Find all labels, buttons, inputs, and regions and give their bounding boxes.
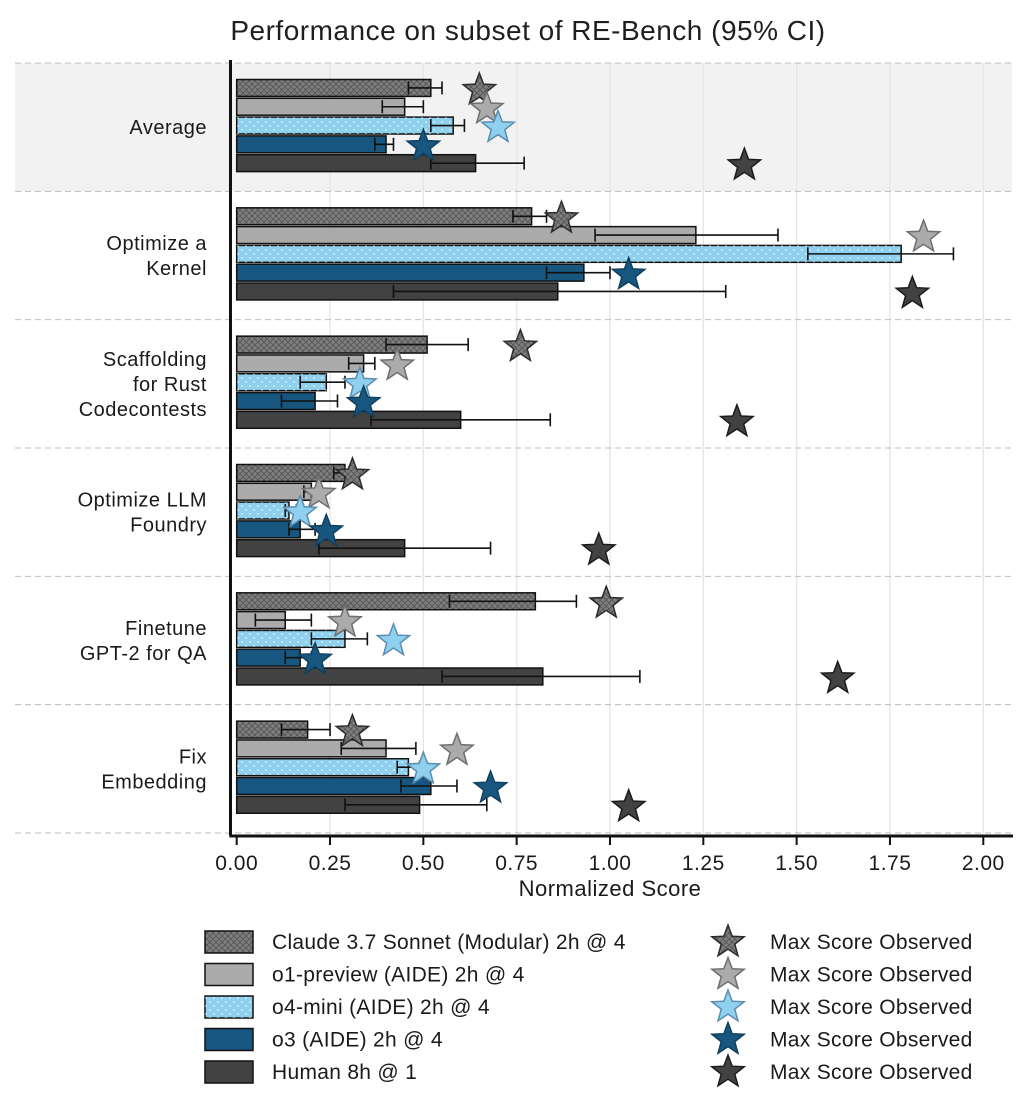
legend-star-hatch xyxy=(711,925,745,956)
x-tick-label: 0.00 xyxy=(215,852,258,875)
max-score-star xyxy=(281,493,319,529)
category-label: Optimize a xyxy=(106,233,207,255)
category-label: Foundry xyxy=(130,515,207,537)
chart-title: Performance on subset of RE-Bench (95% C… xyxy=(230,15,825,46)
legend-swatch xyxy=(204,1027,254,1052)
max-score-star xyxy=(610,787,647,823)
max-score-star xyxy=(341,365,379,400)
bar-hatch xyxy=(236,464,345,482)
max-score-star-hatch xyxy=(545,201,578,233)
max-score-star xyxy=(296,640,334,676)
category-label: Average xyxy=(129,117,207,139)
legend-series-label: o3 (AIDE) 2h @ 4 xyxy=(272,1029,443,1052)
x-tick-label: 2.00 xyxy=(962,852,1005,875)
legend-max-score-label: Max Score Observed xyxy=(770,931,973,954)
chart-axes-layer: 0.00 0.25 0.50 0.75 1.00 1.25 1.50 1.75 2.00 Aver… xyxy=(78,60,1013,875)
max-score-star-hatch xyxy=(590,586,623,618)
max-score-star xyxy=(375,621,412,657)
max-score-star xyxy=(472,768,509,804)
x-tick-label: 0.75 xyxy=(495,852,538,875)
legend-swatch-hatch xyxy=(205,996,253,1018)
legend-series-label: Human 8h @ 1 xyxy=(272,1061,417,1084)
bar-hatch xyxy=(236,721,308,739)
max-score-star xyxy=(300,474,338,510)
bar-hatch xyxy=(236,630,345,648)
max-score-star xyxy=(405,750,442,785)
bar-hatch xyxy=(236,592,536,610)
legend-swatch xyxy=(204,1060,254,1084)
bar-hatch xyxy=(236,336,428,354)
category-label: for Rust xyxy=(133,374,207,396)
category-label: GPT-2 for QA xyxy=(80,643,207,665)
x-tick-label: 1.00 xyxy=(589,852,632,875)
legend-star xyxy=(709,955,747,990)
legend-series-label: o4-mini (AIDE) 2h @ 4 xyxy=(272,996,490,1019)
x-tick-label: 1.50 xyxy=(775,852,818,875)
legend-star xyxy=(709,1052,747,1088)
bar-hatch xyxy=(236,79,431,97)
category-label: Codecontests xyxy=(79,399,207,421)
max-score-star xyxy=(894,274,931,309)
bar-hatch xyxy=(236,207,532,225)
x-tick-label: 1.25 xyxy=(682,852,725,875)
max-score-star xyxy=(308,512,345,547)
bar-hatch xyxy=(236,502,289,519)
max-score-star xyxy=(345,383,382,419)
legend-max-score-label: Max Score Observed xyxy=(770,1061,973,1084)
bar xyxy=(235,354,365,373)
x-tick-label: 0.25 xyxy=(309,852,352,875)
max-score-star xyxy=(726,146,763,181)
x-tick-label: 1.75 xyxy=(869,852,912,875)
chart-background-layer xyxy=(15,62,1012,834)
max-score-star xyxy=(610,255,647,291)
max-score-star xyxy=(905,217,942,253)
bar xyxy=(235,135,387,154)
category-label: Kernel xyxy=(146,258,207,280)
chart-max-markers-layer xyxy=(281,70,942,823)
category-label: Embedding xyxy=(101,771,207,793)
legend-swatch-hatch xyxy=(205,931,253,953)
category-label: Optimize LLM xyxy=(78,490,207,512)
chart-bars-layer xyxy=(235,78,955,814)
max-score-star xyxy=(819,659,856,694)
legend-star xyxy=(709,1020,747,1055)
max-score-star xyxy=(438,731,476,766)
legend-max-score-label: Max Score Observed xyxy=(770,964,973,987)
max-score-star xyxy=(580,531,618,566)
legend-star xyxy=(709,987,747,1023)
legend-series-label: Claude 3.7 Sonnet (Modular) 2h @ 4 xyxy=(272,931,626,954)
category-label: Fix xyxy=(179,746,207,768)
bar-hatch xyxy=(236,245,902,263)
bar-hatch xyxy=(236,758,409,776)
legend-series-label: o1-preview (AIDE) 2h @ 4 xyxy=(272,964,525,987)
max-score-star xyxy=(405,127,442,162)
x-axis-label: Normalized Score xyxy=(519,876,702,901)
x-tick-label: 0.50 xyxy=(402,852,445,875)
bar-hatch xyxy=(236,117,454,134)
max-score-star-hatch xyxy=(504,329,537,361)
category-label: Finetune xyxy=(125,618,207,640)
max-score-star xyxy=(468,89,506,125)
legend-swatch xyxy=(204,962,254,987)
highlight-band xyxy=(15,63,1012,192)
max-score-star xyxy=(326,602,364,638)
max-score-star xyxy=(718,402,756,438)
bar xyxy=(235,97,406,116)
legend-max-score-label: Max Score Observed xyxy=(770,1029,973,1052)
chart-legend: Claude 3.7 Sonnet (Modular) 2h @ 4 Max Sc… xyxy=(204,922,973,1088)
category-label: Scaffolding xyxy=(103,349,207,371)
bar-hatch xyxy=(236,373,327,391)
max-score-star-hatch xyxy=(336,457,369,489)
max-score-star-hatch xyxy=(463,72,496,104)
legend-max-score-label: Max Score Observed xyxy=(770,996,973,1019)
max-score-star xyxy=(379,346,416,381)
bar xyxy=(235,263,585,282)
max-score-star xyxy=(479,108,517,144)
max-score-star-hatch xyxy=(336,714,369,746)
